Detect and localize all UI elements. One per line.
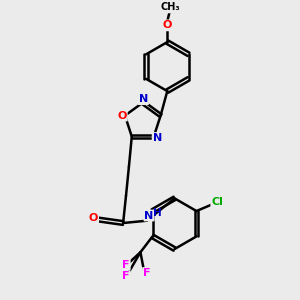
Text: N: N xyxy=(139,94,148,104)
Text: N: N xyxy=(153,133,162,143)
Text: F: F xyxy=(122,260,130,270)
Text: O: O xyxy=(117,111,127,121)
Text: F: F xyxy=(122,272,130,281)
Text: O: O xyxy=(163,20,172,30)
Text: Cl: Cl xyxy=(211,197,223,207)
Text: CH₃: CH₃ xyxy=(161,2,181,13)
Text: O: O xyxy=(89,213,98,223)
Text: N: N xyxy=(145,211,154,220)
Text: H: H xyxy=(153,208,162,218)
Text: F: F xyxy=(143,268,151,278)
